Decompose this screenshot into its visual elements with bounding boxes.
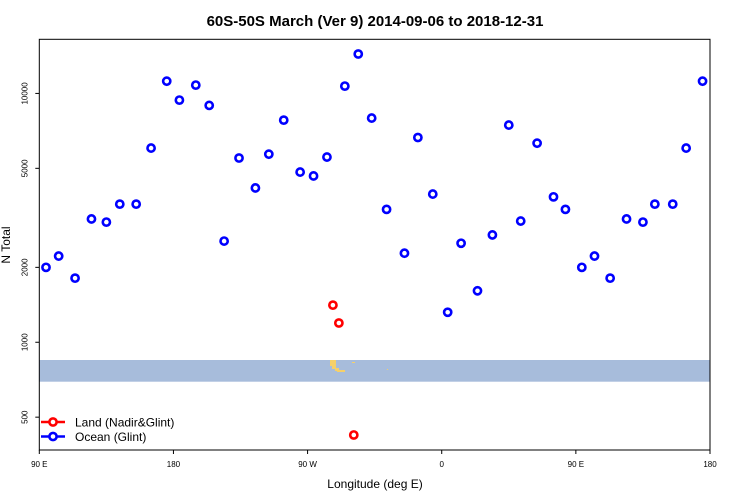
legend-land-marker bbox=[48, 417, 58, 427]
chart-title: 60S-50S March (Ver 9) 2014-09-06 to 2018… bbox=[207, 13, 544, 30]
land-point bbox=[348, 430, 359, 440]
y-axis-label: N Total bbox=[0, 226, 13, 263]
ocean-point bbox=[131, 199, 142, 210]
ocean-point bbox=[515, 216, 526, 226]
ocean-point bbox=[427, 189, 438, 199]
x-tick-label: 0 bbox=[439, 460, 444, 469]
ocean-point bbox=[589, 251, 600, 261]
plot-area: 90 E 180 90 W 0 90 E 180 500 1000 2000 5000 10000 bbox=[20, 38, 717, 469]
ocean-point bbox=[204, 100, 215, 111]
ocean-point bbox=[472, 285, 483, 296]
ocean-point bbox=[412, 132, 423, 143]
ocean-point bbox=[161, 76, 172, 87]
map-land-patch bbox=[337, 370, 345, 372]
ocean-point bbox=[456, 238, 466, 249]
x-tick-label: 90 E bbox=[31, 460, 47, 469]
ocean-point bbox=[442, 307, 453, 318]
ocean-point bbox=[399, 248, 410, 259]
ocean-point bbox=[353, 49, 364, 59]
ocean-point bbox=[649, 199, 660, 210]
land-point bbox=[333, 318, 344, 328]
x-tick-label: 90 E bbox=[568, 460, 584, 469]
ocean-point bbox=[101, 217, 112, 228]
ocean-point bbox=[53, 251, 64, 261]
map-land-patch bbox=[330, 360, 336, 366]
ocean-point bbox=[381, 204, 392, 215]
y-tick-label: 5000 bbox=[20, 159, 29, 177]
map-land-patch bbox=[332, 364, 336, 369]
ocean-point bbox=[667, 199, 678, 210]
ocean-point bbox=[697, 76, 708, 87]
x-tick-label: 90 W bbox=[298, 460, 317, 469]
ocean-point bbox=[86, 214, 97, 224]
map-land-patch bbox=[387, 369, 388, 370]
legend-ocean-marker bbox=[48, 431, 58, 442]
y-tick-label: 1000 bbox=[20, 333, 29, 351]
y-tick-label: 2000 bbox=[20, 258, 29, 276]
x-tick-label: 180 bbox=[703, 460, 717, 469]
ocean-point bbox=[263, 149, 274, 160]
x-tick-label: 180 bbox=[167, 460, 181, 469]
legend: Land (Nadir&Glint)Ocean (Glint) bbox=[41, 416, 174, 444]
ocean-point bbox=[190, 80, 201, 91]
land-point bbox=[328, 300, 338, 311]
x-axis-label: Longitude (deg E) bbox=[327, 477, 422, 491]
ocean-point bbox=[487, 230, 498, 240]
ocean-point bbox=[339, 81, 350, 92]
ocean-point bbox=[621, 214, 632, 224]
ocean-point bbox=[219, 236, 230, 246]
ocean-point bbox=[366, 113, 377, 123]
ocean-point bbox=[174, 95, 185, 106]
ocean-point bbox=[576, 262, 587, 273]
ocean-point bbox=[308, 171, 319, 181]
map-strip bbox=[39, 360, 711, 382]
ocean-point bbox=[560, 204, 571, 215]
legend-ocean-label: Ocean (Glint) bbox=[75, 430, 146, 444]
map-land-patch bbox=[352, 362, 355, 363]
ocean-point bbox=[70, 273, 80, 284]
ocean-point bbox=[503, 120, 514, 130]
ocean-point bbox=[41, 262, 51, 273]
ocean-point bbox=[295, 167, 306, 177]
ocean-point bbox=[234, 153, 244, 163]
ocean-point bbox=[146, 143, 156, 153]
legend-land-label: Land (Nadir&Glint) bbox=[75, 416, 174, 430]
ocean-point bbox=[605, 273, 616, 284]
ocean-point bbox=[322, 152, 332, 162]
plot-frame bbox=[38, 38, 711, 451]
ocean-point bbox=[532, 138, 543, 149]
ocean-point bbox=[114, 199, 125, 210]
ocean-point bbox=[681, 143, 692, 153]
ocean-point bbox=[638, 217, 648, 228]
ocean-point bbox=[278, 115, 289, 126]
map-land-patch bbox=[335, 368, 339, 371]
ocean-point bbox=[548, 191, 559, 202]
y-tick-label: 10000 bbox=[20, 82, 29, 105]
y-tick-label: 500 bbox=[20, 410, 29, 424]
ocean-point bbox=[250, 183, 261, 193]
